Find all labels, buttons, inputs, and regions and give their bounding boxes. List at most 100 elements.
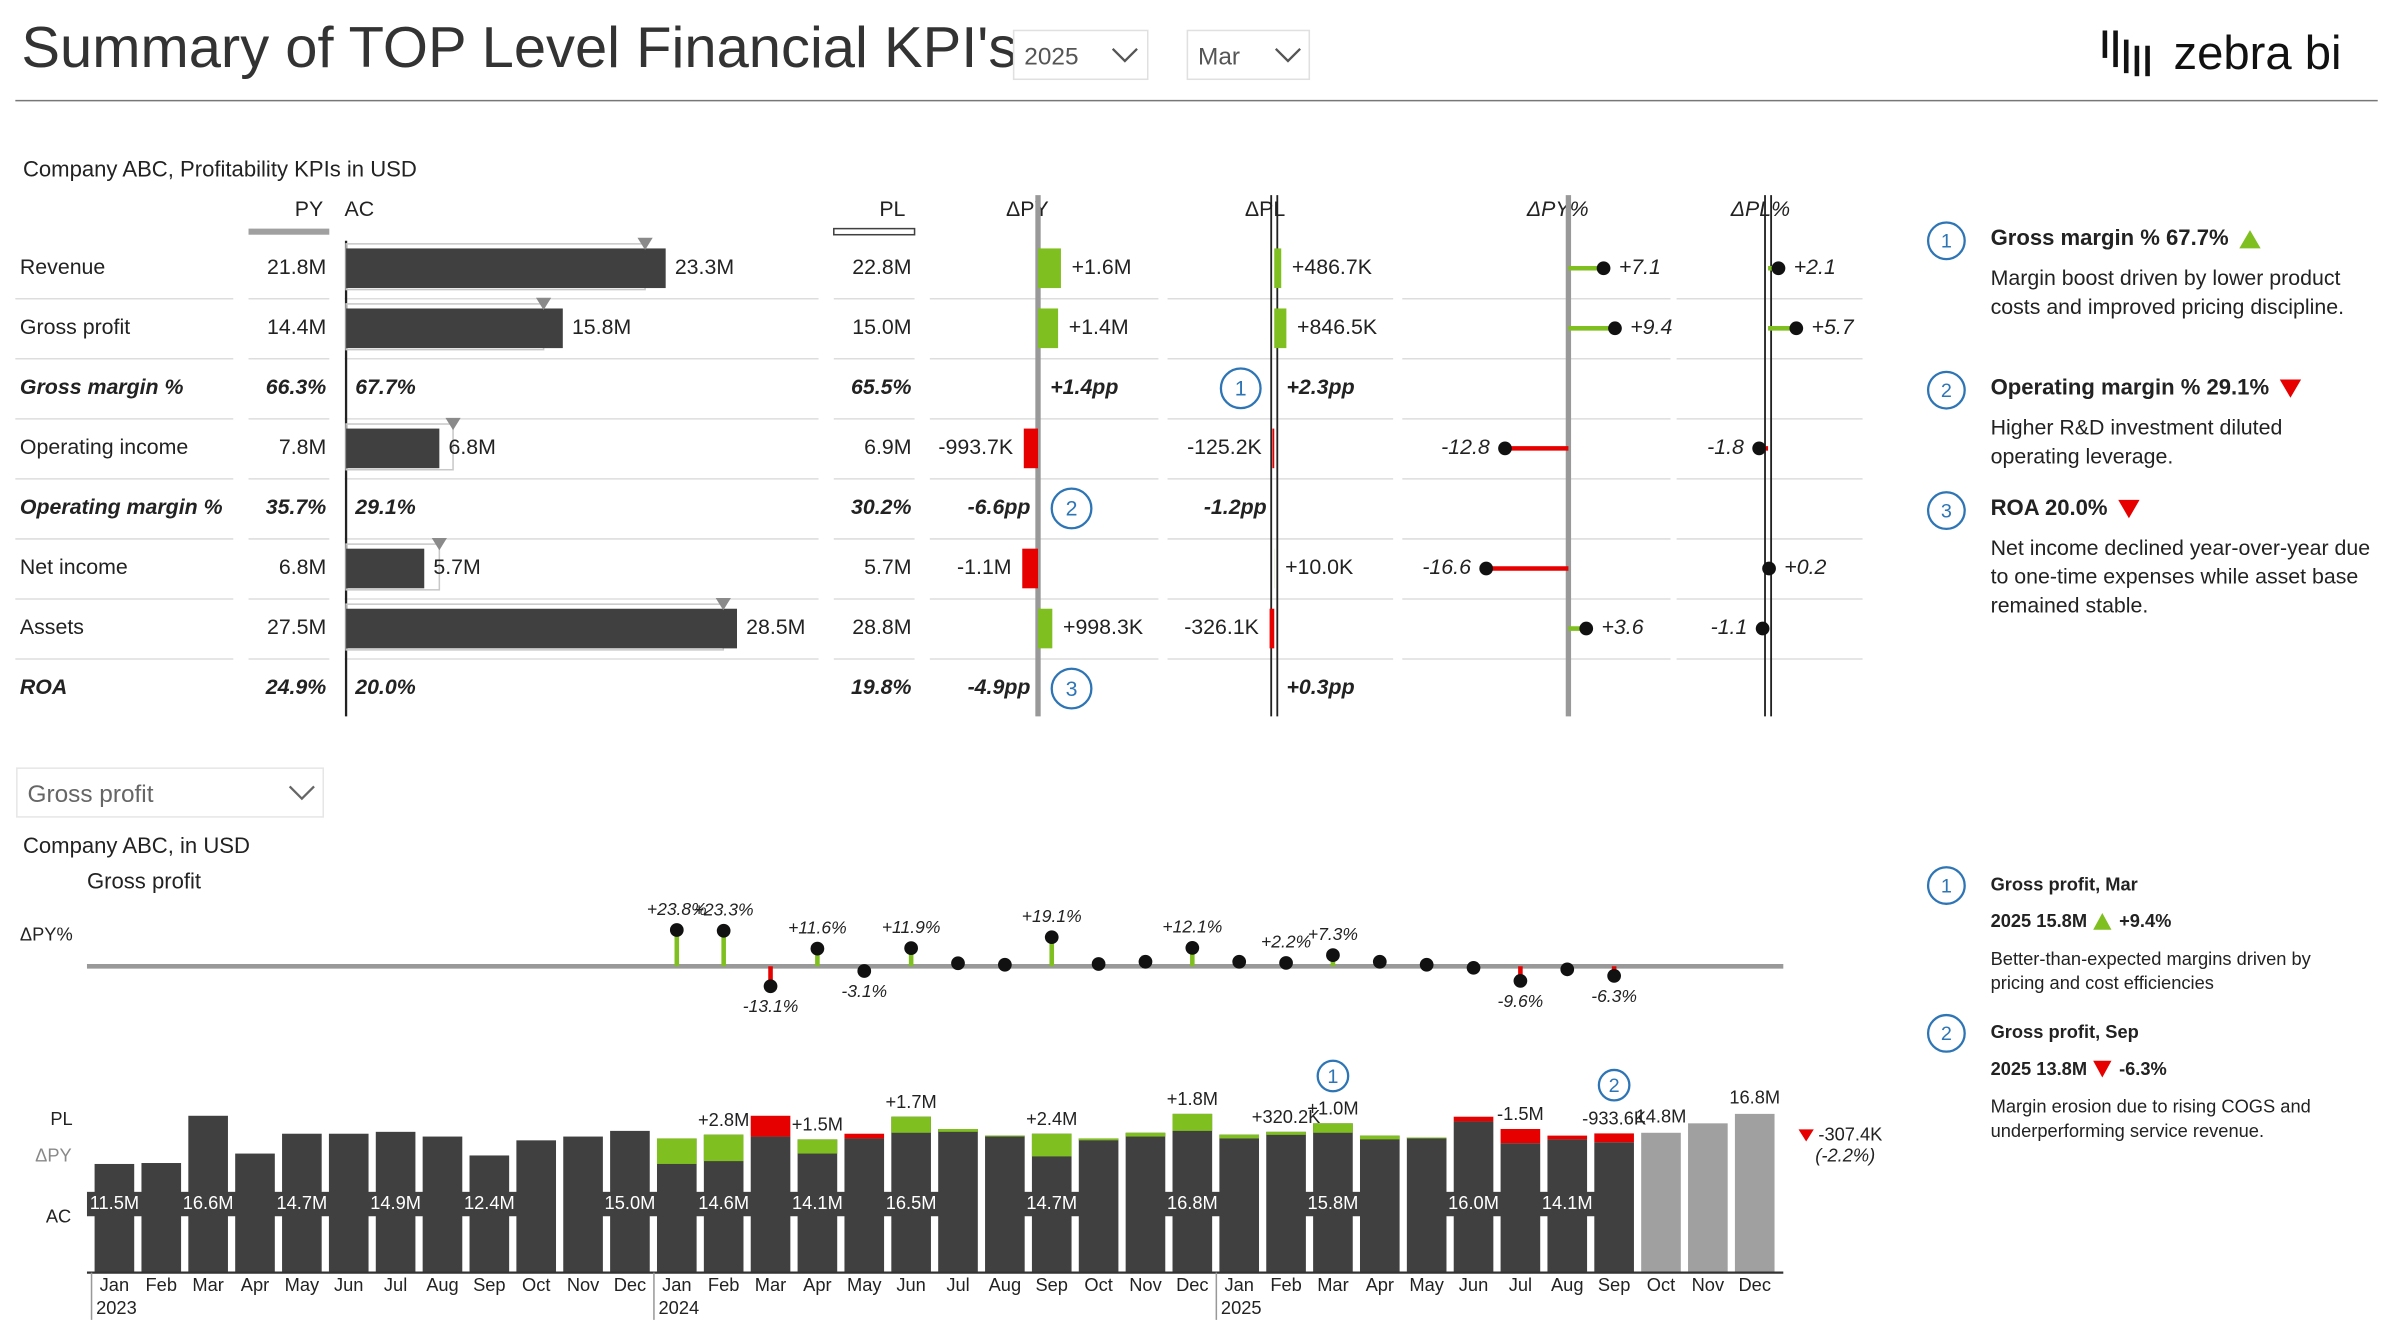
delta-label: +1.4M (1069, 315, 1129, 339)
pct-dot (1185, 940, 1200, 955)
cell-value: +1.4pp (1050, 375, 1118, 399)
pct-dot (1560, 962, 1575, 977)
chart-title: Gross profit (87, 868, 201, 893)
month-label: Jun (896, 1274, 925, 1295)
bar-label: 28.5M (746, 615, 805, 639)
month-label: Aug (426, 1274, 459, 1295)
cell-value: 19.8% (851, 675, 912, 699)
row-label: ROA (20, 675, 67, 699)
ac-bar (985, 1135, 1025, 1273)
cell-value: 35.7% (266, 495, 327, 519)
row-label: Operating margin % (20, 495, 223, 519)
ac-bar (516, 1140, 557, 1273)
pct-dot (857, 964, 872, 978)
month-label: Jul (946, 1274, 969, 1295)
year-dropdown[interactable] (1012, 29, 1149, 81)
ac-label: 16.5M (886, 1192, 937, 1213)
ac-bar (1594, 1142, 1634, 1273)
month-value[interactable]: Mar (1198, 43, 1240, 70)
month-label: Nov (1692, 1274, 1725, 1295)
measure-value[interactable]: Gross profit (28, 781, 154, 808)
delta-label: -125.2K (1187, 435, 1262, 459)
pct-dot (1607, 969, 1621, 983)
ac-bar (750, 1136, 791, 1273)
measure-dropdown[interactable] (16, 767, 324, 818)
row-label: AC (46, 1206, 71, 1227)
ac-bar (1078, 1138, 1119, 1273)
chevron[interactable] (288, 785, 315, 801)
year-label: 2025 (1221, 1297, 1262, 1318)
cell-value: 14.4M (267, 315, 326, 339)
delta-py-bar (656, 1138, 697, 1164)
row-label: ΔPY (35, 1145, 72, 1166)
pct-label: -13.1% (743, 996, 799, 1016)
delta-label: -1.1M (957, 555, 1012, 579)
pct-dot (951, 956, 965, 971)
callout-number: 2 (1941, 1023, 1952, 1045)
cell-value: 65.5% (851, 375, 912, 399)
note-heading: Gross margin % 67.7% (1991, 225, 2229, 250)
ac-label-bg (1305, 1191, 1361, 1217)
ac-label-bg (461, 1191, 517, 1217)
py-marker (535, 297, 552, 311)
cell-value: 15.0M (852, 315, 911, 339)
pct-label: -3.1% (841, 981, 887, 1001)
note-heading: Operating margin % 29.1% (1991, 374, 2270, 399)
callout-number: 1 (1941, 875, 1952, 897)
bar-label: 6.8M (448, 435, 495, 459)
month-label: Feb (146, 1274, 177, 1295)
ac-label-bg (274, 1191, 330, 1217)
cell-value: 6.8M (279, 555, 326, 579)
delta-label: +846.5K (1297, 315, 1377, 339)
ac-bar (141, 1163, 182, 1273)
year-label: 2024 (659, 1297, 700, 1318)
row-label: Revenue (20, 255, 105, 279)
month-label: Jun (1459, 1274, 1488, 1295)
delta-py-label: +2.8M (698, 1109, 749, 1130)
month-label: Jul (1509, 1274, 1532, 1295)
ac-bar (1266, 1131, 1306, 1273)
bar-label: 23.3M (675, 255, 734, 279)
callout-number: 2 (1609, 1075, 1620, 1097)
ac-bar (1688, 1123, 1728, 1273)
month-label: Dec (1176, 1274, 1208, 1295)
delta-py-bar (985, 1135, 1025, 1137)
delta-bar (1274, 248, 1282, 289)
ac-label: 11.5M (90, 1192, 139, 1213)
delta-label: +10.0K (1285, 555, 1353, 579)
ac-label-bg (1164, 1191, 1220, 1217)
pin-head (1752, 441, 1767, 456)
month-dropdown[interactable] (1186, 29, 1311, 81)
month-label: Mar (192, 1274, 223, 1295)
cell-value: 5.7M (864, 555, 911, 579)
column-header: ΔPY% (1526, 197, 1589, 221)
ac-bar (1219, 1134, 1260, 1273)
py-marker (431, 538, 447, 551)
month-label: Mar (1317, 1274, 1348, 1295)
chevron[interactable] (1274, 47, 1301, 63)
trend-marker (2239, 230, 2261, 249)
row-label: ΔPY% (20, 924, 73, 945)
callout-number: 3 (1941, 500, 1952, 522)
cell-value: 66.3% (266, 375, 327, 399)
callout-circle (1926, 1013, 1966, 1053)
month-label: Jun (334, 1274, 363, 1295)
pin-label: +9.4 (1630, 315, 1672, 339)
chevron[interactable] (1111, 47, 1138, 63)
delta-py-label: +2.4M (1026, 1108, 1077, 1129)
pin-head (1762, 561, 1776, 576)
ac-label: 14.1M (1542, 1192, 1593, 1213)
delta-py-bar (1453, 1116, 1494, 1122)
month-label: Nov (1129, 1274, 1162, 1295)
ac-bar (346, 548, 425, 589)
full-year-delta-pct: (-2.2%) (1815, 1145, 1875, 1166)
month-label: Jan (100, 1274, 129, 1295)
year-value[interactable]: 2025 (1024, 43, 1078, 70)
callout-number: 1 (1327, 1066, 1338, 1088)
delta-py-label: +1.5M (792, 1114, 843, 1135)
cell-value: 22.8M (852, 255, 911, 279)
month-label: Oct (1647, 1274, 1675, 1295)
delta-py-bar (1313, 1123, 1353, 1133)
ac-bar (563, 1136, 603, 1273)
